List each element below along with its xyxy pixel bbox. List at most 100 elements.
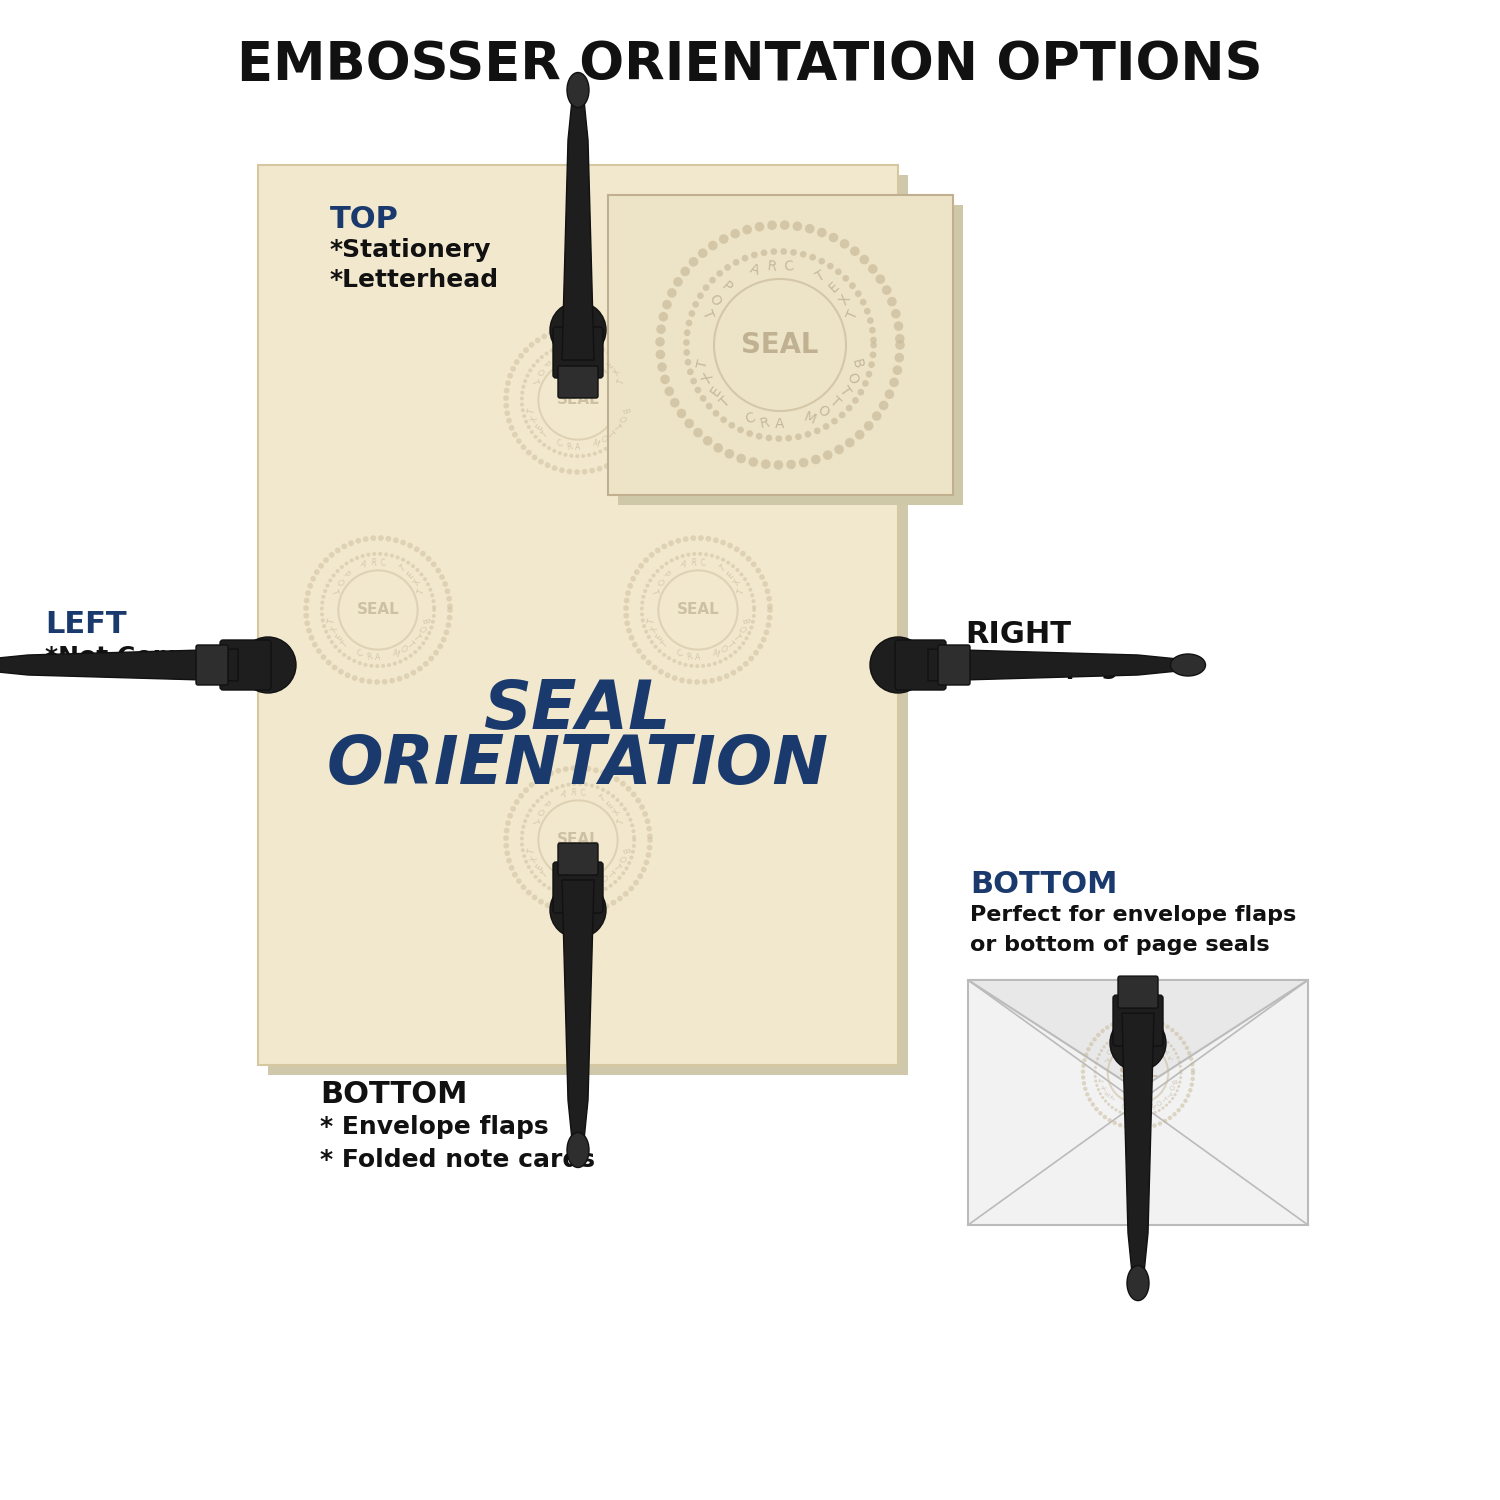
Circle shape <box>550 302 606 358</box>
Circle shape <box>417 646 422 650</box>
Circle shape <box>334 548 340 554</box>
Circle shape <box>640 612 644 616</box>
Text: O: O <box>815 404 831 420</box>
Text: T: T <box>612 862 622 871</box>
Circle shape <box>871 411 882 422</box>
Circle shape <box>507 813 513 819</box>
Circle shape <box>531 363 536 368</box>
Circle shape <box>1140 1114 1143 1118</box>
Circle shape <box>326 660 332 666</box>
Polygon shape <box>0 650 238 681</box>
Circle shape <box>534 874 537 879</box>
Circle shape <box>896 340 904 350</box>
Circle shape <box>544 903 550 908</box>
Circle shape <box>544 792 549 795</box>
Text: E: E <box>534 862 544 871</box>
Circle shape <box>618 436 621 439</box>
Circle shape <box>819 258 825 264</box>
Circle shape <box>510 806 516 812</box>
Circle shape <box>1102 1114 1107 1119</box>
Circle shape <box>843 274 849 282</box>
Circle shape <box>746 556 752 561</box>
Circle shape <box>810 254 816 261</box>
Circle shape <box>446 596 452 602</box>
FancyBboxPatch shape <box>258 165 898 1065</box>
Circle shape <box>520 390 525 394</box>
Circle shape <box>1108 1038 1112 1042</box>
Circle shape <box>675 556 680 560</box>
Circle shape <box>760 249 768 256</box>
Circle shape <box>503 394 509 400</box>
Circle shape <box>1190 1083 1194 1088</box>
Circle shape <box>558 891 562 896</box>
Circle shape <box>1178 1060 1180 1064</box>
Circle shape <box>615 798 620 802</box>
Text: T: T <box>616 818 627 825</box>
Circle shape <box>656 548 660 554</box>
Circle shape <box>528 808 532 813</box>
Polygon shape <box>562 880 594 1160</box>
FancyBboxPatch shape <box>554 862 603 913</box>
Circle shape <box>636 798 640 804</box>
Circle shape <box>560 468 566 472</box>
Circle shape <box>504 850 510 856</box>
Circle shape <box>520 843 524 846</box>
Circle shape <box>870 638 925 693</box>
Circle shape <box>840 238 849 249</box>
Circle shape <box>396 676 402 681</box>
Circle shape <box>1188 1088 1192 1092</box>
Circle shape <box>1180 1104 1185 1108</box>
Text: C: C <box>356 650 364 660</box>
Circle shape <box>752 598 756 603</box>
Circle shape <box>896 334 904 344</box>
Circle shape <box>776 435 782 442</box>
Circle shape <box>1110 1023 1114 1026</box>
FancyBboxPatch shape <box>196 645 228 686</box>
Circle shape <box>614 440 618 444</box>
Circle shape <box>414 546 420 552</box>
Circle shape <box>620 340 626 346</box>
Circle shape <box>358 662 362 664</box>
Circle shape <box>624 867 628 870</box>
Circle shape <box>1179 1076 1182 1078</box>
Circle shape <box>406 543 412 549</box>
Circle shape <box>514 358 519 364</box>
Circle shape <box>549 789 554 792</box>
Circle shape <box>544 351 549 355</box>
Circle shape <box>408 654 413 657</box>
Circle shape <box>712 410 720 417</box>
Circle shape <box>640 426 646 432</box>
FancyBboxPatch shape <box>896 640 946 690</box>
Circle shape <box>306 627 312 633</box>
Circle shape <box>526 450 531 456</box>
Circle shape <box>645 378 651 384</box>
Circle shape <box>632 836 636 839</box>
Circle shape <box>620 363 624 366</box>
Circle shape <box>864 308 870 315</box>
Circle shape <box>748 656 754 662</box>
Circle shape <box>524 788 530 794</box>
Circle shape <box>570 326 576 332</box>
Text: Perfect for envelope flaps: Perfect for envelope flaps <box>970 904 1296 926</box>
Circle shape <box>578 326 584 332</box>
Circle shape <box>369 663 374 668</box>
Circle shape <box>1125 1030 1128 1033</box>
Circle shape <box>710 678 716 684</box>
Text: R: R <box>566 441 573 452</box>
Circle shape <box>774 460 783 470</box>
Circle shape <box>885 390 894 399</box>
Circle shape <box>764 630 770 636</box>
Circle shape <box>870 351 876 358</box>
Circle shape <box>1166 1024 1170 1029</box>
Circle shape <box>621 871 626 876</box>
Circle shape <box>328 552 334 558</box>
Text: SEAL: SEAL <box>556 833 600 848</box>
Circle shape <box>626 346 632 351</box>
Circle shape <box>580 894 585 898</box>
Text: O: O <box>616 416 627 424</box>
Circle shape <box>1190 1062 1194 1066</box>
Circle shape <box>506 821 512 827</box>
Circle shape <box>717 270 723 276</box>
Circle shape <box>432 604 436 609</box>
Circle shape <box>684 419 694 429</box>
